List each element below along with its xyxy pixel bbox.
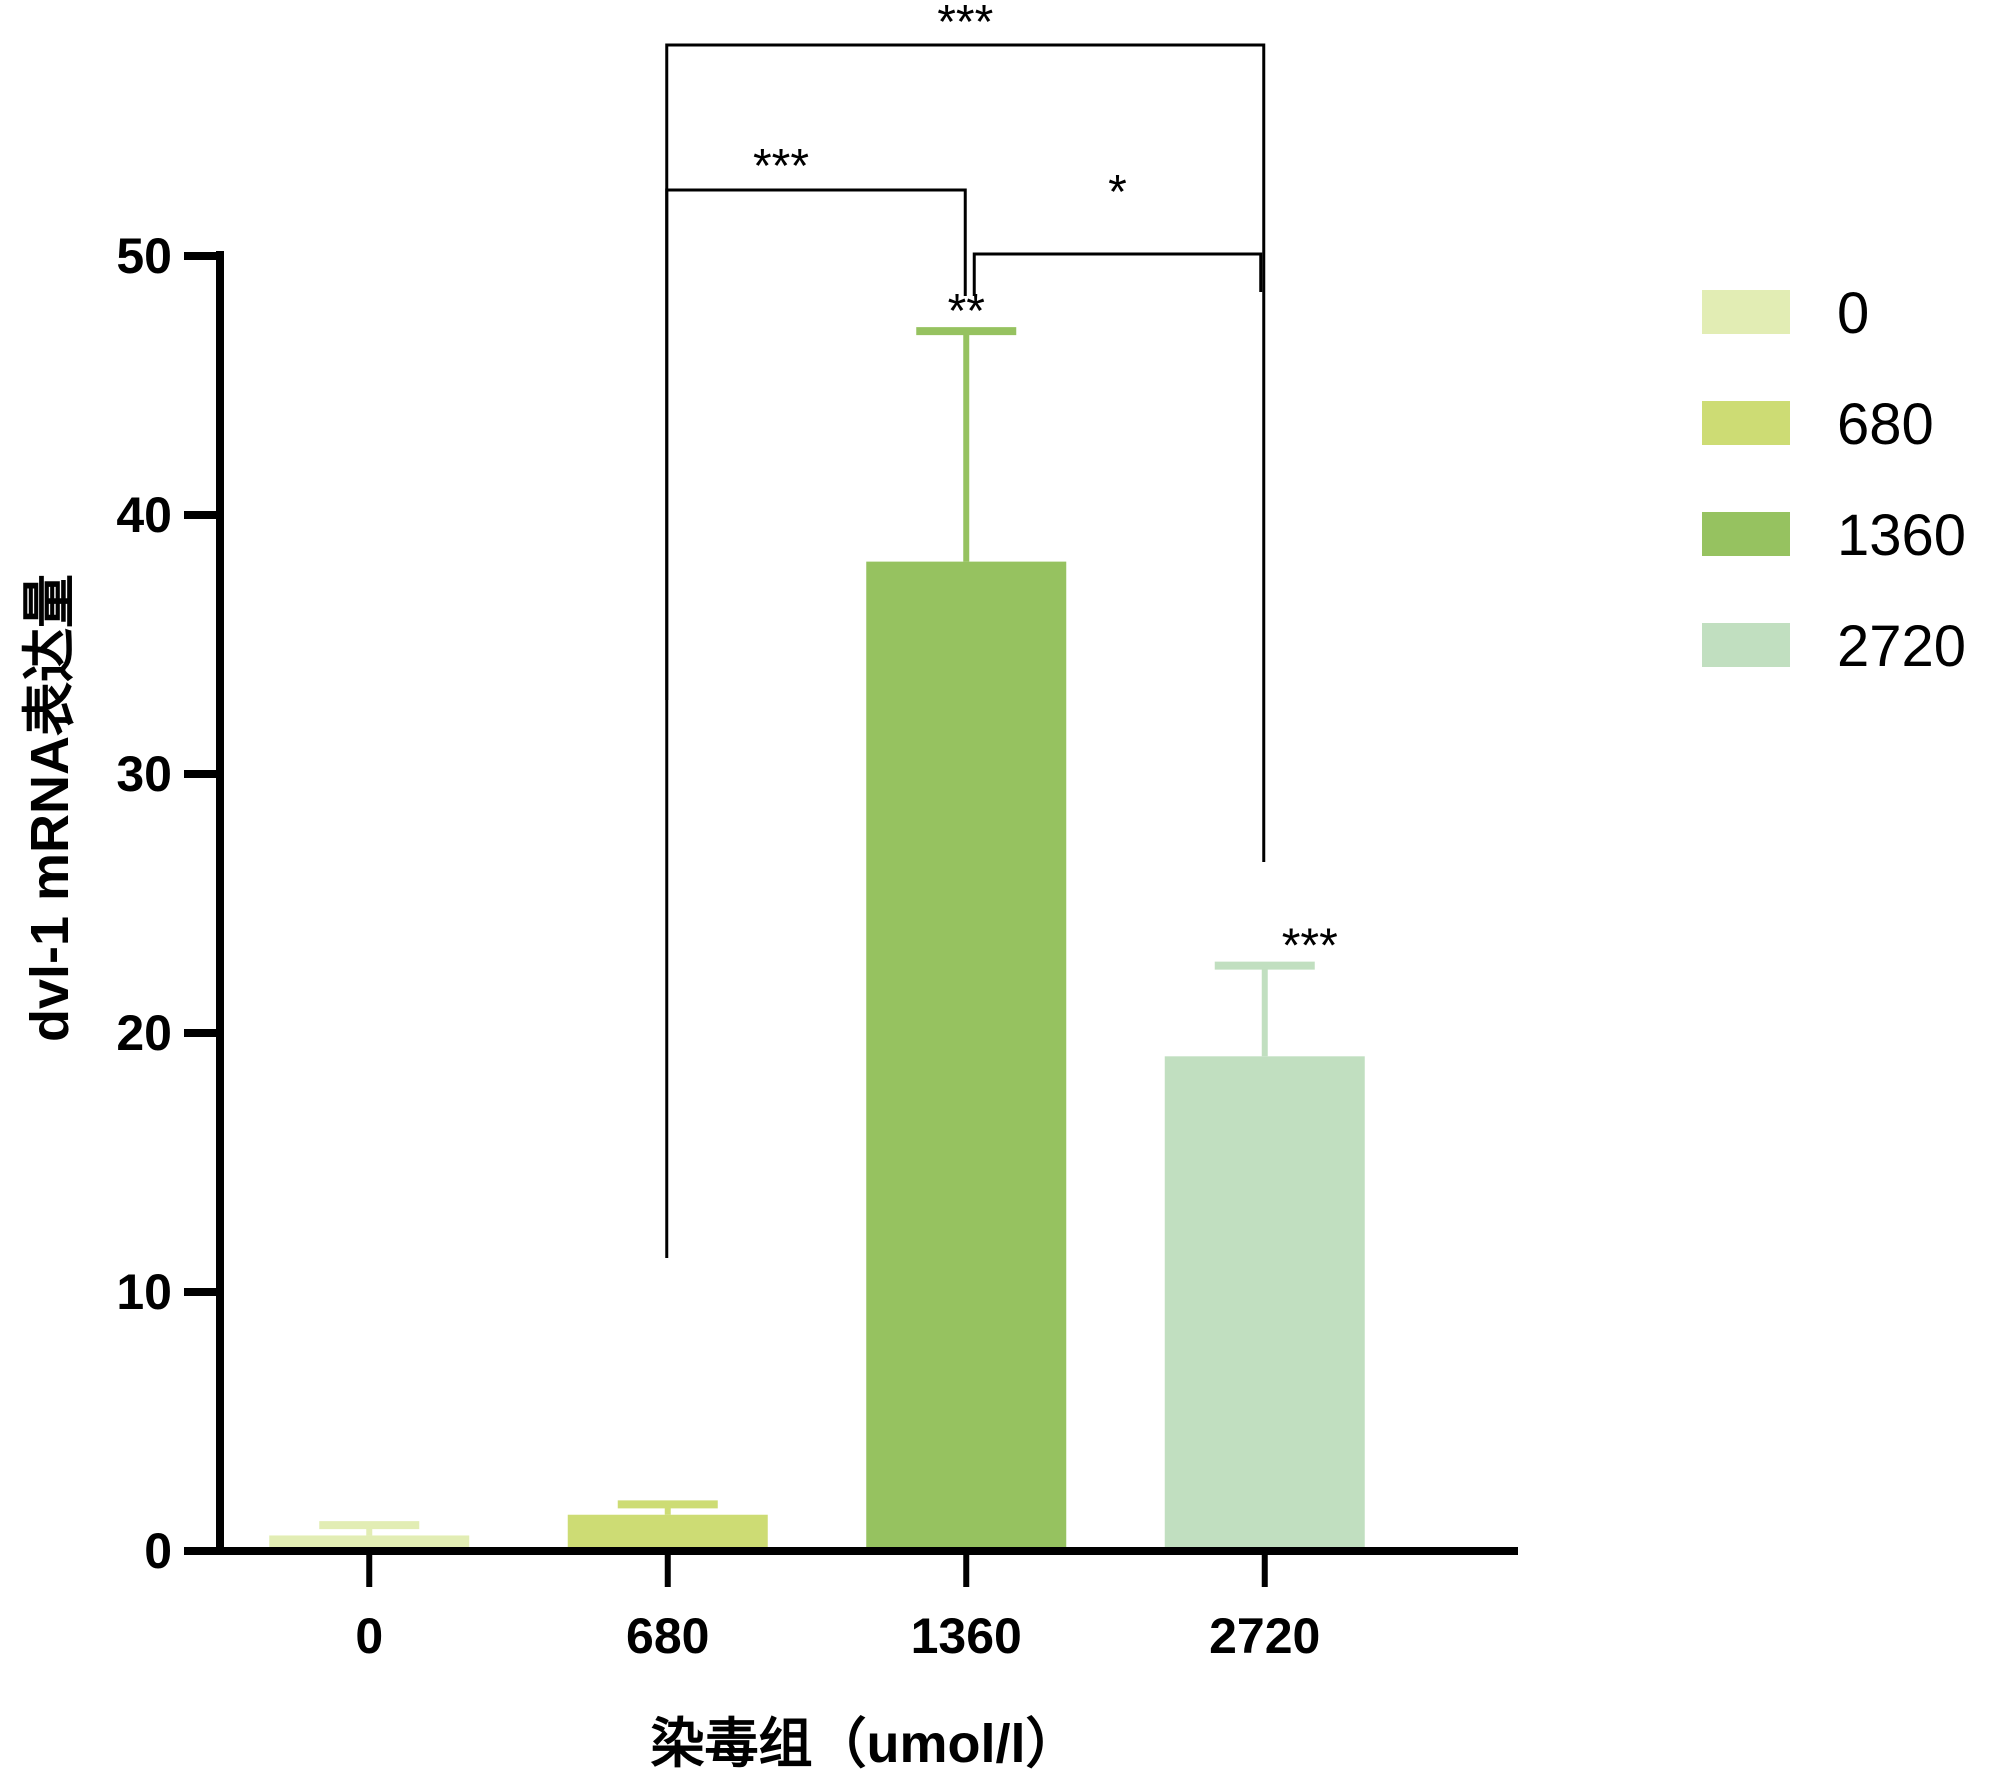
- legend-label: 1360: [1837, 503, 1966, 568]
- bar-2720: [1164, 1056, 1365, 1551]
- x-tick-label: 0: [355, 1608, 383, 1664]
- legend-label: 2720: [1837, 614, 1966, 679]
- legend-layer: 0 680 1360 2720: [1702, 281, 1966, 679]
- y-tick-label: 0: [144, 1523, 172, 1579]
- axes-layer: 0 10 20 30 40 50 0 680 1360 2720: [116, 228, 1518, 1664]
- comparison-bracket-1360-2720: [972, 252, 1263, 296]
- x-axis-title: 染毒组（umol/l）: [651, 1714, 1080, 1774]
- comparison-significance: *: [1108, 166, 1127, 219]
- y-axis-title: dvl-1 mRNA表达量: [20, 574, 80, 1042]
- error-bars-layer: [319, 327, 1315, 1536]
- comparison-bracket-680-1360: [665, 188, 967, 700]
- legend-swatch-1360: [1702, 512, 1790, 556]
- legend-swatch-2720: [1702, 623, 1790, 667]
- legend-label: 680: [1837, 392, 1934, 457]
- legend-swatch-680: [1702, 401, 1790, 445]
- legend-swatch-0: [1702, 290, 1790, 334]
- y-tick-label: 10: [116, 1264, 172, 1320]
- y-tick-label: 50: [116, 228, 172, 284]
- bars-layer: [269, 561, 1365, 1551]
- bar-1360: [866, 561, 1067, 1551]
- x-tick-label: 2720: [1209, 1608, 1320, 1664]
- comparison-significance: ***: [753, 140, 809, 193]
- y-tick-label: 30: [116, 746, 172, 802]
- significance-layer: *********** *: [665, 0, 1338, 1258]
- x-tick-label: 1360: [911, 1608, 1022, 1664]
- comparison-significance: ***: [937, 0, 993, 49]
- legend-label: 0: [1837, 281, 1869, 346]
- y-tick-label: 20: [116, 1005, 172, 1061]
- bar-significance: ***: [1282, 920, 1338, 973]
- x-tick-label: 680: [626, 1608, 709, 1664]
- bar-680: [567, 1514, 768, 1551]
- y-tick-label: 40: [116, 487, 172, 543]
